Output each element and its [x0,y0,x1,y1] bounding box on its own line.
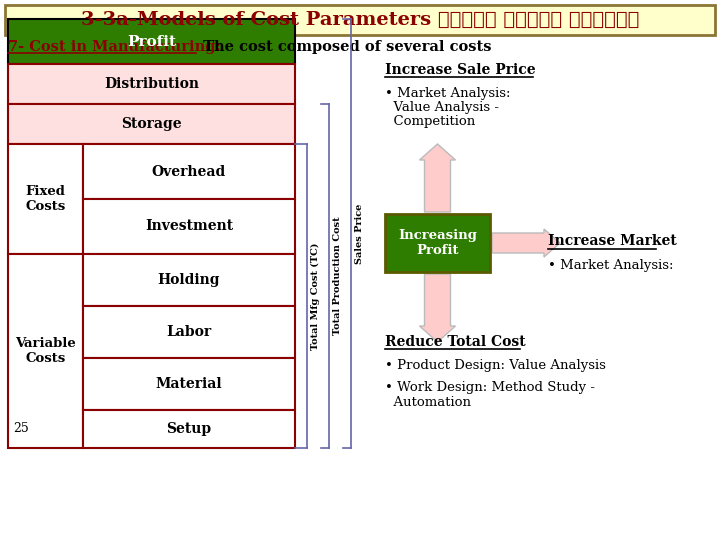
Text: • Market Analysis:: • Market Analysis: [385,87,510,100]
Text: Reduce Total Cost: Reduce Total Cost [385,335,526,349]
Bar [8,104,295,144]
Text: Profit: Profit [127,35,176,49]
Text: Competition: Competition [385,116,475,129]
Text: 25: 25 [13,422,29,435]
Text: Distribution: Distribution [104,77,199,91]
Text: Investment: Investment [145,219,233,233]
Text: • Product Design: Value Analysis: • Product Design: Value Analysis [385,360,606,373]
Text: Increase Sale Price: Increase Sale Price [385,63,536,77]
Text: • Market Analysis:: • Market Analysis: [548,259,673,272]
Text: Setup: Setup [166,422,212,436]
Text: Fixed
Costs: Fixed Costs [25,185,66,213]
Bar [83,254,295,306]
Bar [8,254,83,448]
FancyArrow shape [492,229,560,257]
Text: Sales Price: Sales Price [354,204,364,264]
Text: 3-3a-Models of Cost Parameters نماذج وحدات القياس: 3-3a-Models of Cost Parameters نماذج وحد… [81,11,639,29]
Text: Total Production Cost: Total Production Cost [333,217,341,335]
Text: Material: Material [156,377,222,391]
Bar [83,410,295,448]
Bar [83,144,295,199]
Text: The cost composed of several costs: The cost composed of several costs [198,40,492,54]
Bar [8,144,83,254]
Bar [5,5,715,35]
Bar [385,214,490,272]
Text: 7- Cost in Manufacturing:: 7- Cost in Manufacturing: [8,40,221,54]
Text: • Work Design: Method Study -: • Work Design: Method Study - [385,381,595,395]
FancyArrow shape [420,274,456,342]
Text: Value Analysis -: Value Analysis - [385,102,499,114]
Bar [83,306,295,358]
Text: Variable
Costs: Variable Costs [15,337,76,365]
Text: Automation: Automation [385,395,471,408]
Text: Overhead: Overhead [152,165,226,179]
Bar [8,64,295,104]
Bar [83,358,295,410]
Bar [8,19,295,64]
Text: Holding: Holding [158,273,220,287]
Text: Increase Market: Increase Market [548,234,677,248]
Text: Storage: Storage [121,117,182,131]
Bar [83,199,295,254]
Text: Labor: Labor [166,325,212,339]
FancyArrow shape [420,144,456,212]
Text: Total Mfg Cost (TC): Total Mfg Cost (TC) [310,242,320,350]
Text: Increasing
Profit: Increasing Profit [398,229,477,257]
